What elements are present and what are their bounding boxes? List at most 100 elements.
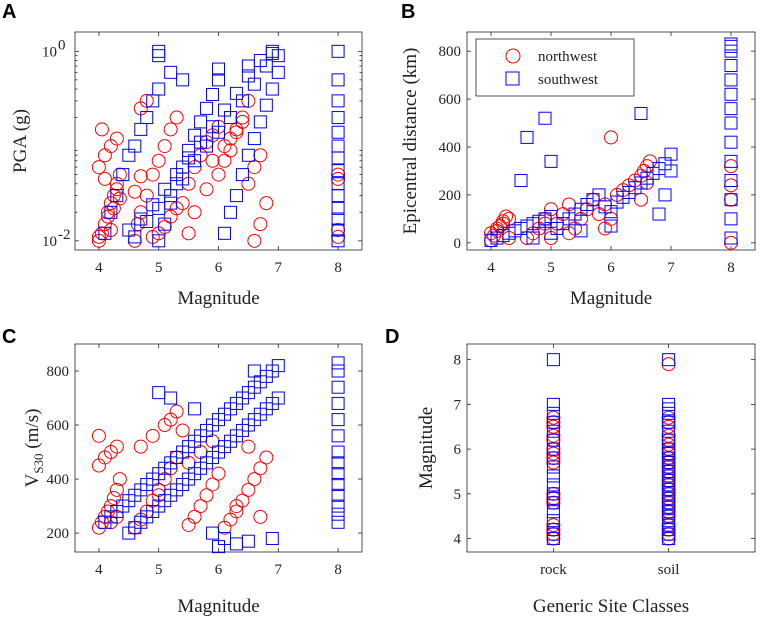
panel-a-southwest-point	[259, 98, 273, 112]
panel-b-southwest-point	[664, 164, 678, 178]
panel-b-xtick-label: 4	[487, 260, 495, 276]
panel-a-northwest-point	[97, 171, 112, 186]
panel-a-southwest-point	[182, 151, 196, 165]
panel-b-northwest-point	[637, 163, 651, 178]
panel-a-frame	[74, 31, 363, 251]
panel-d-southwest-point	[662, 415, 676, 429]
panel-a-southwest-point	[200, 101, 214, 115]
panel-b-xtick-label: 6	[607, 260, 615, 276]
panel-d-southwest-point	[546, 523, 560, 537]
panel-a-southwest-point	[331, 177, 345, 191]
panel-b-southwest-point	[724, 231, 738, 245]
panel-b-southwest-point	[538, 111, 552, 125]
panel-c-northwest-point	[247, 472, 262, 487]
panel-b-xlabel: Magnitude	[570, 288, 652, 309]
panel-b-northwest-point	[604, 211, 618, 226]
panel-c-ytick-label: 400	[47, 472, 70, 488]
panel-c-ylabel: VS30 (m/s)	[22, 409, 46, 488]
panel-c-southwest-point	[331, 429, 345, 443]
panel-a-northwest-point	[145, 167, 160, 182]
panel-a-northwest-point	[151, 153, 166, 168]
panel-a-southwest-point	[223, 205, 237, 219]
panel-a-northwest-point	[181, 226, 196, 241]
panel-a-southwest-point	[206, 120, 220, 134]
panel-b-ylabel: Epicentral distance (km)	[400, 48, 421, 235]
panel-c-xtick-label: 7	[275, 562, 283, 578]
panel-a-northwest-point	[235, 110, 250, 125]
panel-b-northwest-point	[724, 178, 738, 193]
panel-b-southwest-point	[514, 174, 528, 188]
panel-a-southwest-point	[152, 82, 166, 96]
panel-d-southwest-point	[662, 397, 676, 411]
panel-b-southwest-point	[574, 224, 588, 238]
panel-d-xtick-label: soil	[658, 562, 680, 578]
panel-b-northwest-point	[724, 192, 738, 207]
panel-c-northwest-point	[187, 509, 202, 524]
panel-b-xtick-label: 7	[667, 260, 675, 276]
panel-a-southwest-point	[229, 86, 243, 100]
panel-a-southwest-point	[241, 69, 255, 83]
panel-a-northwest-point	[205, 153, 220, 168]
panel-a-southwest-point	[331, 189, 345, 203]
panel-b-southwest-point	[724, 174, 738, 188]
panel-a-southwest-point	[116, 168, 130, 182]
panel-a-southwest-point	[241, 59, 255, 73]
panel-c-southwest-point	[331, 467, 345, 481]
panel-d-southwest-point	[546, 487, 560, 501]
panel-a-southwest-point	[194, 115, 208, 129]
panel-a-northwest-point	[187, 205, 202, 220]
panel-a-southwest-point	[253, 115, 267, 129]
panel-c-northwest-point	[229, 504, 244, 519]
panel-a-southwest-point	[128, 139, 142, 153]
panel-d-points	[546, 353, 676, 546]
panel-d-label: D	[385, 326, 399, 348]
legend-southwest-label: southwest	[538, 72, 599, 88]
panel-a-southwest-point	[241, 148, 255, 162]
panel-c-southwest-point	[331, 456, 345, 470]
panel-c-southwest-point	[152, 386, 166, 400]
panel-b-southwest-point	[724, 59, 738, 73]
panel-b-southwest-point	[520, 130, 534, 144]
panel-d-northwest-point	[661, 357, 676, 372]
panel-c-northwest-point	[106, 490, 121, 505]
panel-d-southwest-point	[546, 415, 560, 429]
panel-d-southwest-point	[546, 433, 560, 447]
panel-b-southwest-point	[604, 219, 618, 233]
panel-a-northwest-point	[94, 122, 109, 137]
panel-a-southwest-point	[158, 182, 172, 196]
panel-a-northwest-point	[217, 139, 232, 154]
panel-b-northwest-point	[499, 209, 513, 224]
panel-a-northwest-point	[211, 167, 226, 182]
panel-b-southwest-point	[724, 154, 738, 168]
panel-b-northwest-point	[487, 228, 501, 243]
panel-a-southwest-point	[331, 111, 345, 125]
panel-a-southwest-point	[331, 212, 345, 226]
panel-c-northwest-point	[109, 482, 124, 497]
panel-c-southwest-point	[331, 413, 345, 427]
panel-c-ytick-label: 800	[47, 364, 70, 380]
panel-b-northwest-point	[634, 192, 648, 207]
panel-a-southwest-point	[331, 94, 345, 108]
panel-c-northwest-point	[133, 439, 148, 454]
panel-c-xlabel: Magnitude	[177, 596, 259, 617]
panel-b-southwest-point	[724, 212, 738, 226]
panel-a-southwest-point	[158, 217, 172, 231]
panel-a-southwest-point	[140, 111, 154, 125]
panel-c-southwest-point	[247, 364, 261, 378]
panel-a-northwest-point	[97, 148, 112, 163]
panel-b-ytick-label: 200	[439, 188, 462, 204]
panel-a-southwest-point	[104, 205, 118, 219]
panel-c-southwest-point	[265, 531, 279, 545]
panel-b-northwest-point	[604, 130, 618, 145]
panel-d-xlabel: Generic Site Classes	[533, 596, 689, 617]
panel-c-label: C	[2, 326, 16, 348]
panel-b-ytick-label: 800	[439, 44, 462, 60]
panel-b-southwest-point	[724, 102, 738, 116]
panel-a-southwest-point	[164, 65, 178, 79]
panel-a-southwest-point	[331, 139, 345, 153]
panel-c-southwest-point	[331, 507, 345, 521]
panel-c-southwest-point	[229, 537, 243, 551]
panel-d-southwest-point	[546, 469, 560, 483]
panel-a-southwest-point	[176, 73, 190, 87]
